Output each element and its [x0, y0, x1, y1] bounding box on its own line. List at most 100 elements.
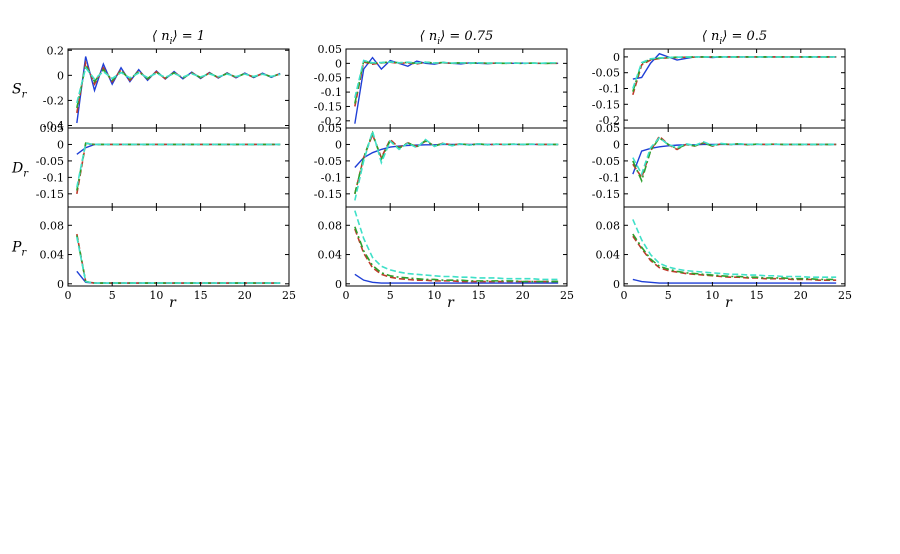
plot-frame	[67, 48, 290, 129]
x-tick-label: 5	[665, 289, 672, 302]
series-line-1	[76, 56, 281, 124]
column-title: ⟨ ni⟩ = 1	[152, 29, 205, 47]
y-tick-label: -0.1	[321, 86, 342, 99]
series-line-4	[76, 236, 281, 284]
subplot-D_r-col3: -0.15 -0.1 -0.05 0 0.05	[592, 122, 846, 208]
column-title-sub: i	[719, 37, 722, 47]
column-title-suffix: ⟩ = 0.75	[439, 29, 493, 44]
y-tick-label: 0.05	[318, 43, 343, 56]
series-line-4	[632, 136, 837, 177]
y-tick-label: 0	[613, 138, 620, 151]
panel-column-3: ⟨ ni⟩ = 0.5-0.2-0.15-0.1-0.050-0.15-0.1-…	[592, 29, 852, 311]
y-tick-label: -0.05	[36, 155, 64, 168]
x-tick-label: 5	[109, 289, 116, 302]
y-tick-label: 0.04	[318, 249, 343, 262]
column-title-sub: i	[170, 37, 173, 47]
column-title-prefix: ⟨ n	[420, 29, 438, 44]
y-tick-label: 0.08	[318, 219, 343, 232]
plot-frame	[67, 206, 290, 287]
y-tick-label: 0	[57, 69, 64, 82]
y-axis-label-S_r: Sr	[12, 82, 28, 101]
y-tick-label: 0	[335, 278, 342, 291]
x-tick-label: 15	[194, 289, 208, 302]
series-line-1	[354, 273, 559, 284]
subplot-P_r-col3: 0 0.04 0.08 0 5 10 15 20 25	[596, 206, 852, 302]
series-line-2	[76, 59, 281, 114]
y-tick-label: -0.1	[321, 171, 342, 184]
column-title: ⟨ ni⟩ = 0.5	[702, 29, 767, 47]
series-line-4	[354, 59, 559, 99]
series-line-4	[76, 142, 281, 188]
y-tick-label: 0.08	[596, 219, 621, 232]
column-title-sub: i	[437, 37, 440, 47]
column-title-prefix: ⟨ n	[152, 29, 170, 44]
x-axis-label: r	[725, 295, 733, 311]
y-tick-label: -0.1	[599, 83, 620, 96]
y-tick-label: 0.08	[40, 219, 65, 232]
y-axis-label-D_r: Dr	[11, 161, 29, 180]
subplot-S_r-col2: -0.2 -0.15-0.1-0.05 00.05	[314, 43, 568, 129]
plot-frame	[67, 127, 290, 208]
series-line-1	[632, 278, 837, 284]
x-tick-label: 10	[705, 289, 719, 302]
x-tick-label: 20	[794, 289, 808, 302]
x-tick-label: 10	[149, 289, 163, 302]
y-axis-label-main: S	[12, 82, 22, 98]
y-tick-label: -0.2	[599, 114, 620, 127]
series-line-3	[354, 226, 559, 283]
series-line-1	[354, 56, 559, 124]
plot-frame	[345, 48, 568, 129]
series-line-3	[632, 233, 837, 281]
x-tick-label: 20	[516, 289, 530, 302]
y-tick-label: 0.05	[596, 122, 621, 135]
panel-column-2: ⟨ ni⟩ = 0.75-0.2-0.15-0.1-0.0500.05-0.15…	[314, 29, 574, 311]
series-line-4	[632, 56, 837, 89]
y-tick-label: 0.2	[47, 44, 65, 57]
series-line-4	[354, 210, 559, 281]
y-axis-label-P_r: Pr	[11, 240, 27, 259]
series-line-4	[632, 219, 837, 279]
y-tick-label: -0.15	[36, 188, 64, 201]
plot-frame	[345, 206, 568, 287]
y-tick-label: -0.15	[314, 100, 342, 113]
plot-frame	[345, 127, 568, 208]
series-line-1	[354, 143, 559, 168]
series-line-2	[354, 132, 559, 195]
series-line-2	[76, 233, 281, 284]
y-tick-label: 0.05	[318, 122, 343, 135]
y-tick-label: -0.05	[592, 67, 620, 80]
series-line-1	[76, 143, 281, 155]
y-tick-label: 0	[335, 138, 342, 151]
y-tick-label: -0.05	[592, 155, 620, 168]
series-line-3	[76, 235, 281, 284]
y-tick-label: -0.4	[43, 119, 64, 132]
y-axis-label-sub: r	[22, 90, 28, 101]
subplot-S_r-col3: -0.2 -0.15 -0.1 -0.05 0	[592, 48, 846, 129]
subplot-P_r-col1: 0 0.04 0.08 0 5 10 15 20 25 Pr	[11, 206, 296, 302]
panel-column-1: ⟨ ni⟩ = 1 -0.4 -0.2 0 0.2 Sr -0.15 -0.1 -0.05 0 0.…	[11, 29, 296, 311]
series-line-2	[354, 60, 559, 107]
x-tick-label: 15	[472, 289, 486, 302]
plot-frame	[623, 206, 846, 287]
series-line-3	[354, 60, 559, 104]
y-tick-label: -0.1	[43, 171, 64, 184]
y-tick-label: -0.15	[592, 98, 620, 111]
y-tick-label: -0.1	[599, 171, 620, 184]
column-title-suffix: ⟩ = 1	[171, 29, 205, 44]
y-tick-label: -0.15	[592, 188, 620, 201]
y-axis-label-sub: r	[23, 169, 29, 180]
series-line-3	[632, 56, 837, 92]
y-axis-label-sub: r	[21, 248, 27, 259]
y-tick-label: 0.04	[40, 249, 65, 262]
x-axis-label: r	[447, 295, 455, 311]
series-line-4	[76, 66, 281, 104]
x-tick-label: 10	[427, 289, 441, 302]
series-line-2	[76, 142, 281, 194]
x-tick-label: 0	[621, 289, 628, 302]
plot-frame	[623, 48, 846, 129]
x-tick-label: 25	[282, 289, 296, 302]
series-line-2	[632, 134, 837, 180]
y-tick-label: 0	[57, 278, 64, 291]
x-tick-label: 0	[343, 289, 350, 302]
